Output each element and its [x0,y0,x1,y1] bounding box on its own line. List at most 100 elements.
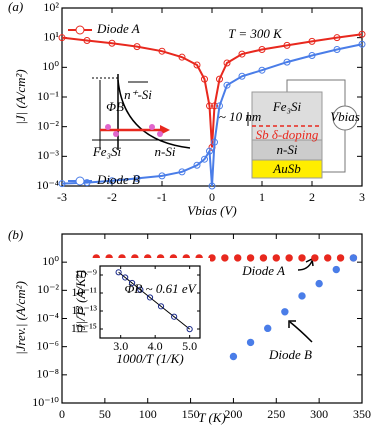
legend-marker [75,25,85,35]
data-point [333,34,341,42]
data-point [216,102,223,110]
data-point [178,53,186,61]
annotation: ~ 10 nm [219,109,261,124]
data-point [137,286,144,293]
data-point [201,155,208,163]
annotation: n-Si [155,144,176,159]
series-line [61,43,363,187]
data-point [336,254,345,262]
y-tick-label: 10⁰ [42,254,59,268]
data-point [108,39,116,47]
data-point [58,34,66,42]
y-tick-label: 10⁻⁴ [36,178,59,192]
y-tick-label: 10⁻² [37,282,59,296]
y-tick-label: 10⁻¹⁵ [71,321,97,335]
y-tick-label: 10² [43,0,59,14]
data-point [258,45,266,53]
annotation: T = 300 K [228,26,283,41]
data-point [186,326,193,333]
data-point [259,254,268,262]
data-point [133,43,141,51]
x-tick-label: 200 [224,407,242,421]
annotation: Fe₃Si [92,144,122,159]
x-tick-label: 300 [310,407,328,421]
annotation: AuSb [272,161,301,176]
data-point [158,172,166,180]
data-point [298,292,306,300]
y-tick-label: 10⁻¹⁰ [32,395,59,409]
y-tick-label: 10⁻⁶ [36,338,59,352]
data-point [193,61,201,69]
y-tick-label: 10⁻⁴ [36,310,59,324]
data-point [272,254,280,262]
annotation: ΦB [106,99,124,114]
data-point [281,308,289,316]
data-point [108,177,116,185]
data-point [122,274,129,281]
y-tick-label: 10⁻⁹ [74,267,97,281]
x-tick-label: 150 [182,407,200,421]
band-diagram [92,74,191,150]
panel: -3 -2 -1 0 1 2 3 10² 10¹ 10⁰ 10⁻¹ 10⁻² 10⁻³ 10⁻⁴ Vbias… [8,0,366,218]
x-tick-label: 50 [99,407,111,421]
annotation: ΦB ~ 0.61 eV [124,281,197,296]
data-point [211,102,218,110]
data-point [171,313,178,320]
y-axis-label: |J|/T² (A/K²) [73,270,88,334]
data-point [358,30,366,38]
data-point [308,52,316,60]
x-axis-label: 1000/T (1/K) [116,351,183,366]
legend-marker [75,176,85,186]
data-point [158,47,166,55]
x-axis-label: T (K) [198,410,226,425]
data-point [238,50,246,58]
data-point [193,161,201,169]
data-point [324,254,332,262]
data-point [333,45,341,53]
data-point [206,102,213,110]
data-point [358,40,366,48]
x-tick-label: 250 [267,407,285,421]
annotation: n-Si [277,142,298,157]
data-point [128,279,136,287]
y-tick-label: 10⁻² [37,118,59,132]
legend-label: Diode B [96,172,140,187]
data-point [223,81,231,89]
annotation: n⁺-Si [124,87,152,102]
x-tick-label: 5.0 [182,339,197,353]
annotation: Vbias [330,109,360,124]
data-point [58,180,66,188]
data-point [246,254,255,262]
series-label: Diode A [241,263,285,278]
panel-label: (a) [8,0,23,14]
data-point [308,37,316,45]
data-point [246,338,255,347]
data-point [332,265,340,274]
x-tick-label: 4.0 [148,339,163,353]
data-point [83,37,91,45]
x-tick-label: 2 [309,190,315,204]
data-point [178,168,186,176]
y-tick-label: 10⁻⁸ [36,367,59,381]
legend-label: Diode A [96,21,140,36]
x-tick-label: 3.0 [113,339,128,353]
data-point [229,352,238,361]
data-point [349,254,358,262]
y-axis-label: |J| (A/cm²) [13,69,28,124]
y-tick-label: 10⁻³ [37,148,59,162]
y-axis-label: |Jrev.| (A/cm²) [13,281,28,355]
data-point [315,279,323,288]
annotation-arrows [288,257,314,343]
annotation: Sb δ-doping [256,127,319,142]
series-label: Diode B [268,347,312,362]
data-point [223,59,231,67]
data-point [201,75,208,83]
y-tick-label: 10⁻¹³ [71,303,97,317]
data-point [211,138,218,146]
data-point [115,269,122,276]
data-point [206,147,213,155]
y-tick-label: 10¹ [43,29,59,43]
inset-frame [70,258,210,350]
x-tick-label: 0 [209,190,215,204]
